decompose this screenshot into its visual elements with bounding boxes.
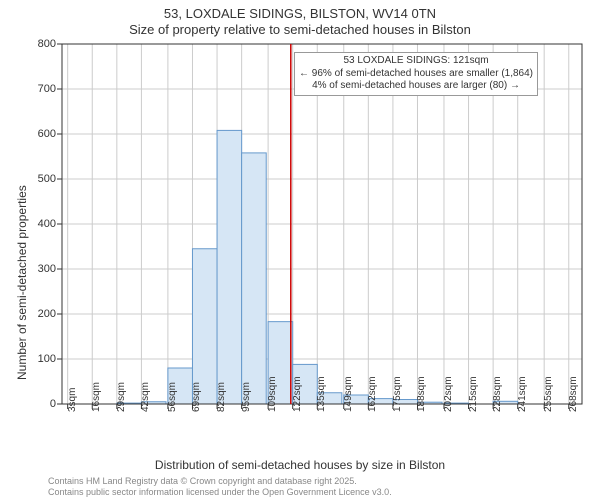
y-tick-label: 700 [38, 83, 62, 95]
annotation-line2: ← 96% of semi-detached houses are smalle… [299, 68, 533, 81]
x-axis-label: Distribution of semi-detached houses by … [0, 458, 600, 472]
chart-title-line2: Size of property relative to semi-detach… [0, 22, 600, 37]
y-tick-label: 500 [38, 173, 62, 185]
y-tick-label: 600 [38, 128, 62, 140]
annotation-box: 53 LOXDALE SIDINGS: 121sqm ← 96% of semi… [294, 52, 538, 96]
histogram-svg [62, 44, 582, 404]
footer-line2: Contains public sector information licen… [48, 487, 392, 497]
y-tick-label: 0 [50, 398, 62, 410]
y-tick-label: 300 [38, 263, 62, 275]
histogram-bar [217, 130, 242, 404]
y-tick-label: 100 [38, 353, 62, 365]
chart-title-line1: 53, LOXDALE SIDINGS, BILSTON, WV14 0TN [0, 6, 600, 21]
annotation-line1: 53 LOXDALE SIDINGS: 121sqm [299, 55, 533, 68]
y-tick-label: 200 [38, 308, 62, 320]
y-tick-label: 400 [38, 218, 62, 230]
annotation-line3: 4% of semi-detached houses are larger (8… [299, 80, 533, 93]
footer-line1: Contains HM Land Registry data © Crown c… [48, 476, 357, 486]
y-tick-label: 800 [38, 38, 62, 50]
histogram-bar [242, 153, 267, 404]
plot-area: 0100200300400500600700800 3sqm16sqm29sqm… [62, 44, 582, 404]
y-axis-label: Number of semi-detached properties [15, 185, 29, 380]
histogram-bar [192, 249, 217, 404]
